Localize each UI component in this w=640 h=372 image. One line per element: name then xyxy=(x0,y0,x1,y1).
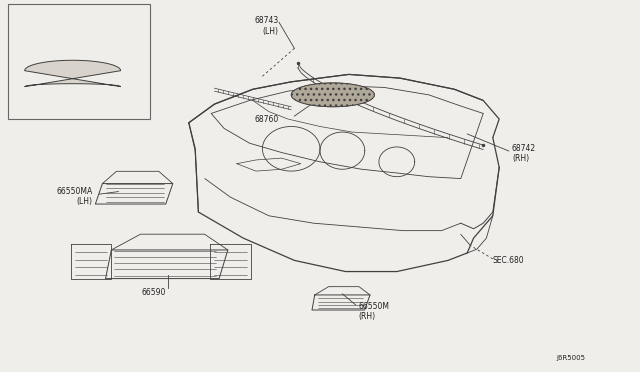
Text: 66550M: 66550M xyxy=(358,302,389,311)
Polygon shape xyxy=(291,83,374,107)
Text: 68743: 68743 xyxy=(254,16,278,25)
Text: (RH): (RH) xyxy=(512,154,529,163)
Bar xyxy=(8,4,150,119)
Text: (RH): (RH) xyxy=(358,312,376,321)
Text: (LH): (LH) xyxy=(77,197,93,206)
Text: 68760: 68760 xyxy=(49,35,72,41)
Text: 68760: 68760 xyxy=(254,115,278,124)
Text: CENTER SPEAKER: CENTER SPEAKER xyxy=(14,13,76,19)
Text: 66550MA: 66550MA xyxy=(56,187,93,196)
Text: 68742: 68742 xyxy=(512,144,536,153)
Text: GRILL ASSY-UFR VENT: GRILL ASSY-UFR VENT xyxy=(14,25,90,31)
Text: J6R5005: J6R5005 xyxy=(557,355,586,361)
Text: SEC.680: SEC.680 xyxy=(493,256,524,265)
Polygon shape xyxy=(25,60,120,87)
Text: (LH): (LH) xyxy=(262,27,278,36)
Text: 66590: 66590 xyxy=(141,288,166,296)
